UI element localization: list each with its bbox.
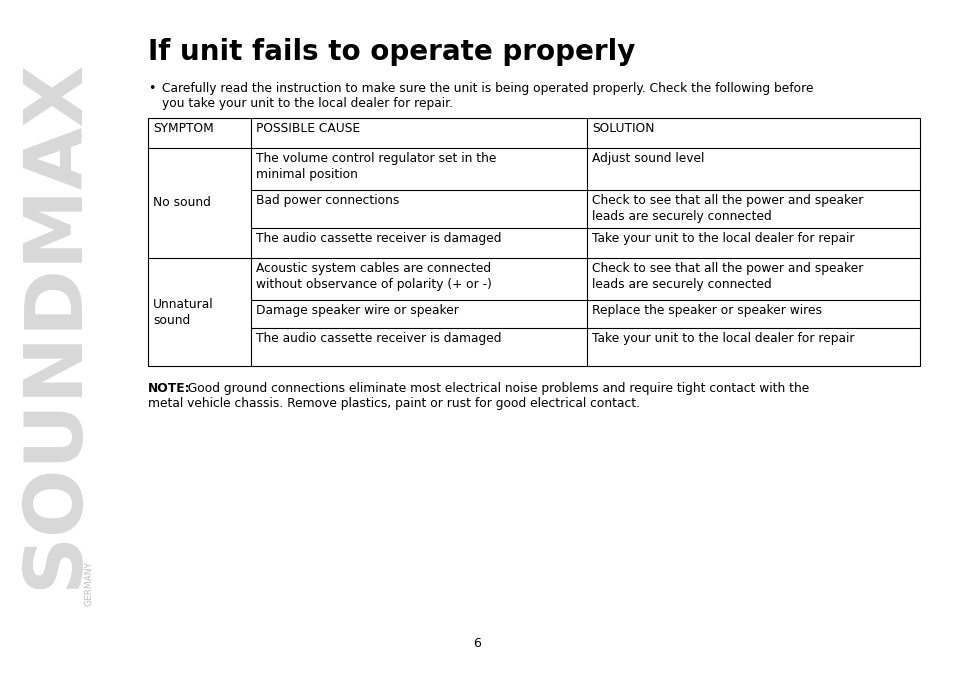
Text: The audio cassette receiver is damaged: The audio cassette receiver is damaged bbox=[255, 332, 501, 345]
Text: GERMANY: GERMANY bbox=[84, 562, 93, 606]
Text: Carefully read the instruction to make sure the unit is being operated properly.: Carefully read the instruction to make s… bbox=[162, 82, 813, 95]
Text: SOUNDMAX: SOUNDMAX bbox=[16, 59, 94, 589]
Text: 6: 6 bbox=[473, 637, 480, 650]
Text: Check to see that all the power and speaker
leads are securely connected: Check to see that all the power and spea… bbox=[592, 194, 862, 223]
Text: Adjust sound level: Adjust sound level bbox=[592, 152, 703, 165]
Text: Check to see that all the power and speaker
leads are securely connected: Check to see that all the power and spea… bbox=[592, 262, 862, 291]
Text: If unit fails to operate properly: If unit fails to operate properly bbox=[148, 38, 635, 66]
Text: No sound: No sound bbox=[152, 196, 211, 209]
Text: The volume control regulator set in the
minimal position: The volume control regulator set in the … bbox=[255, 152, 496, 181]
Text: Take your unit to the local dealer for repair: Take your unit to the local dealer for r… bbox=[592, 332, 854, 345]
Text: •: • bbox=[148, 82, 155, 95]
Text: metal vehicle chassis. Remove plastics, paint or rust for good electrical contac: metal vehicle chassis. Remove plastics, … bbox=[148, 397, 639, 410]
Text: The audio cassette receiver is damaged: The audio cassette receiver is damaged bbox=[255, 232, 501, 245]
Text: Damage speaker wire or speaker: Damage speaker wire or speaker bbox=[255, 304, 458, 317]
Text: SYMPTOM: SYMPTOM bbox=[152, 122, 213, 135]
Text: NOTE:: NOTE: bbox=[148, 382, 191, 395]
Text: SOLUTION: SOLUTION bbox=[592, 122, 654, 135]
Bar bbox=[148, 118, 919, 366]
Text: Good ground connections eliminate most electrical noise problems and require tig: Good ground connections eliminate most e… bbox=[184, 382, 808, 395]
Text: Replace the speaker or speaker wires: Replace the speaker or speaker wires bbox=[592, 304, 821, 317]
Text: POSSIBLE CAUSE: POSSIBLE CAUSE bbox=[255, 122, 359, 135]
Text: Acoustic system cables are connected
without observance of polarity (+ or -): Acoustic system cables are connected wit… bbox=[255, 262, 492, 291]
Text: you take your unit to the local dealer for repair.: you take your unit to the local dealer f… bbox=[162, 97, 453, 110]
Text: Take your unit to the local dealer for repair: Take your unit to the local dealer for r… bbox=[592, 232, 854, 245]
Text: Bad power connections: Bad power connections bbox=[255, 194, 399, 207]
Text: Unnatural
sound: Unnatural sound bbox=[152, 298, 213, 327]
